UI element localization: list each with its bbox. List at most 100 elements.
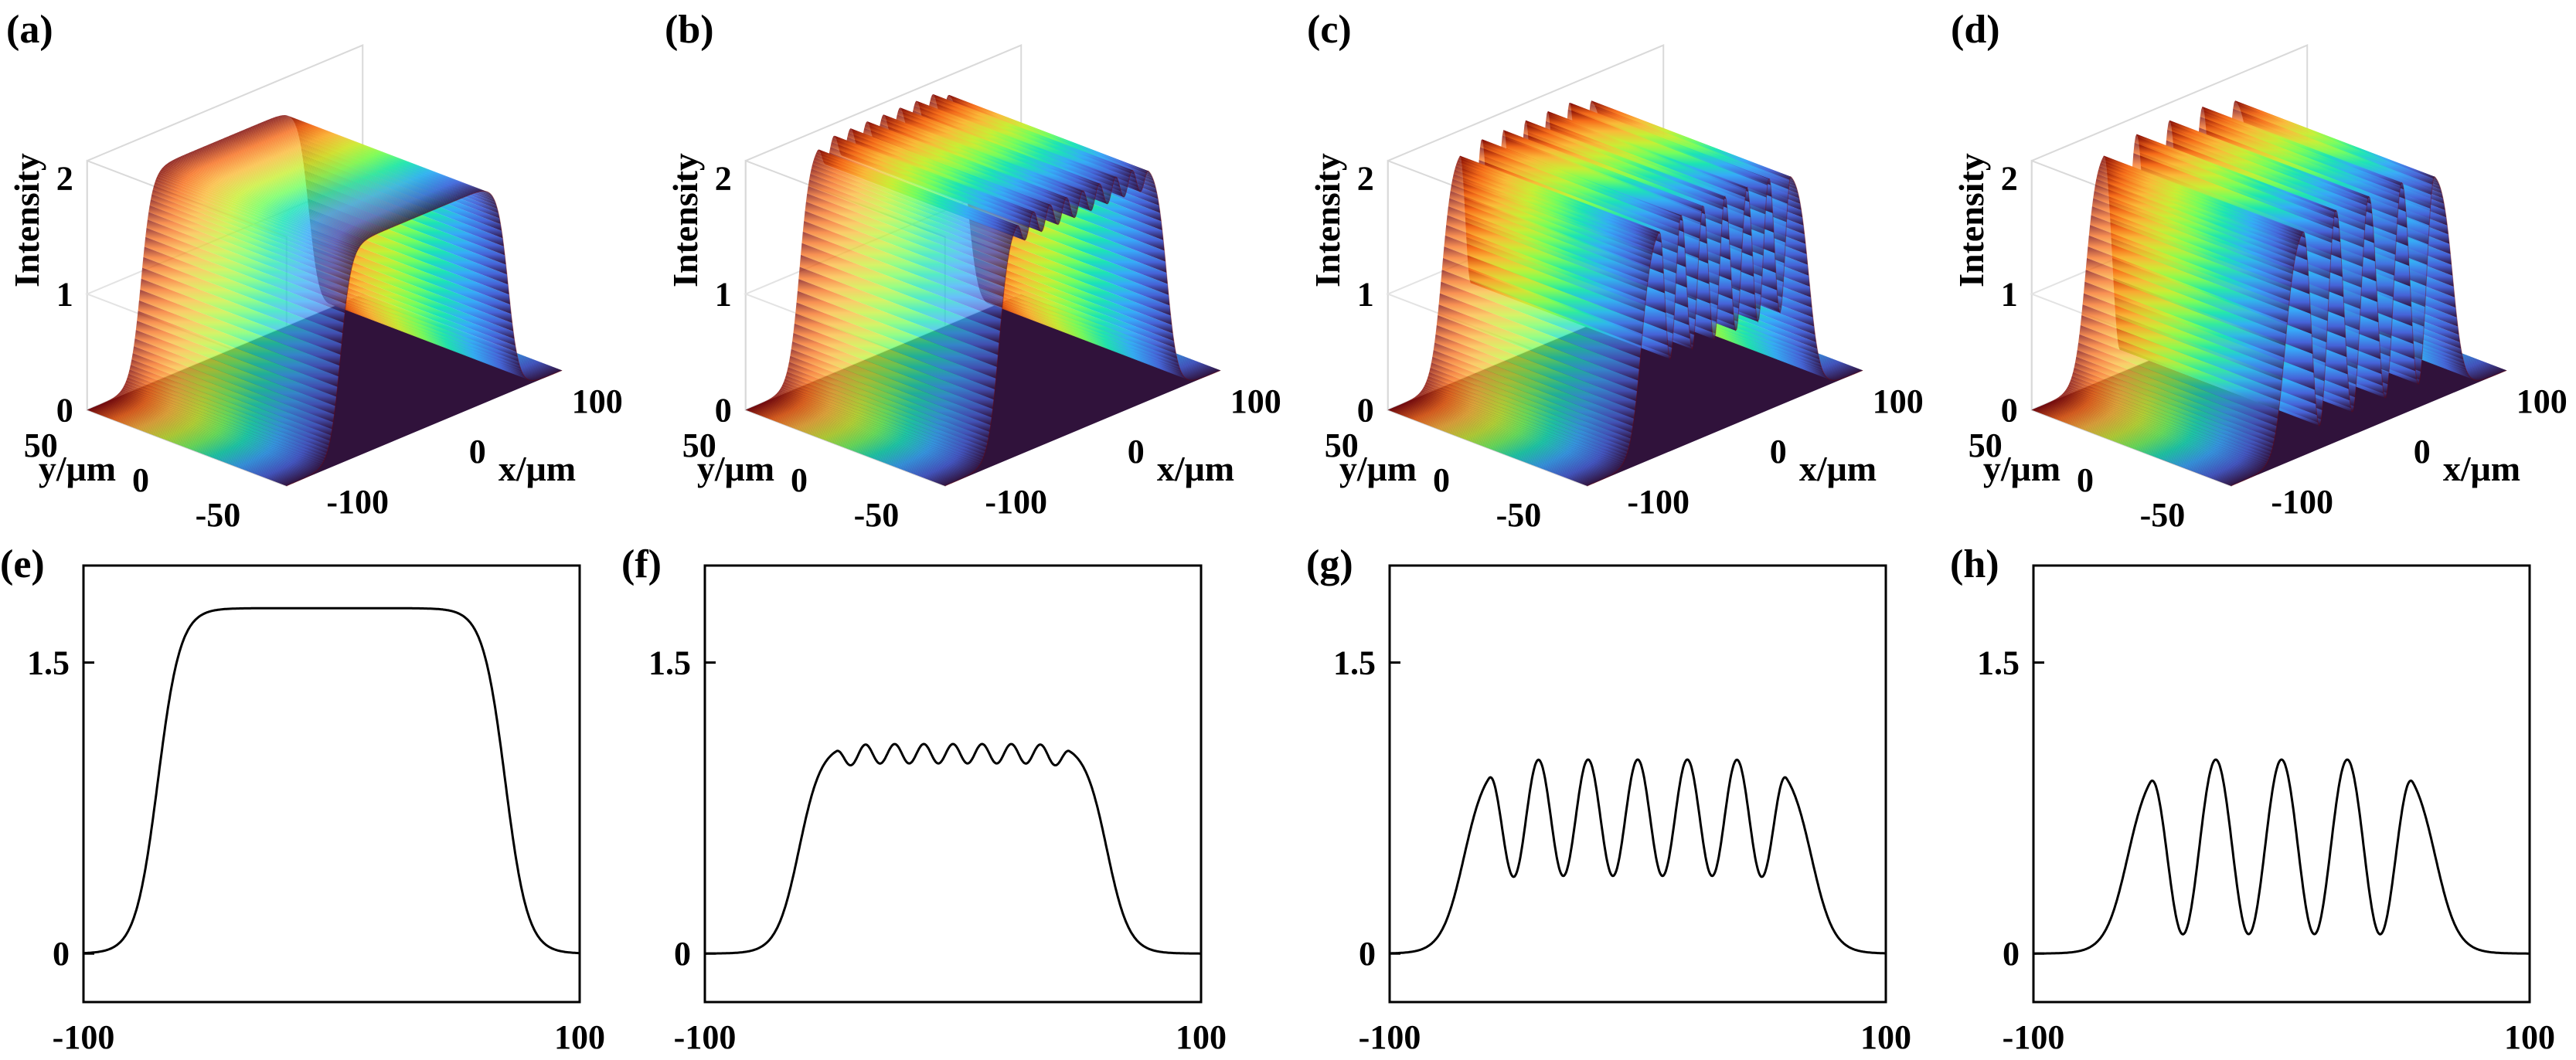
x-axis-label: x/μm [1799, 449, 1877, 488]
surface-strip [2061, 393, 2262, 471]
surface-strip [2039, 406, 2240, 483]
surface-strip [220, 139, 421, 216]
surface-strip [2100, 160, 2302, 240]
z-axis-label: Intensity [665, 153, 705, 287]
surface-strip [138, 289, 340, 377]
surface-strip [2088, 235, 2288, 323]
surface-edge [2231, 175, 2507, 487]
surface-strip [1441, 270, 1642, 358]
surface-strip [829, 147, 1030, 229]
z-tick-label: 1 [2001, 276, 2018, 314]
surface-strip [750, 407, 951, 484]
surface-strip [105, 401, 306, 478]
surface-strip [254, 125, 454, 202]
surface-strip [254, 124, 455, 202]
y-axis-label: y/μm [1339, 449, 1417, 488]
surface-strip [140, 278, 341, 366]
surface-strip [1401, 403, 1602, 481]
surface-strip [2066, 386, 2268, 465]
surface-strip [750, 407, 951, 484]
surface-strip [970, 229, 1171, 316]
surface-strip [250, 126, 451, 203]
y-tick-label: -50 [196, 496, 241, 534]
surface-strip [2091, 198, 2293, 283]
surface-strip [761, 403, 962, 480]
surface-strip [247, 127, 448, 205]
panel-label: (a) [6, 8, 53, 52]
surface-strip [2094, 184, 2295, 267]
surface-strip [162, 166, 363, 244]
surface-strip [776, 392, 977, 471]
surface-strip [152, 185, 354, 266]
intensity-curve [1390, 758, 1886, 955]
surface-strip [812, 160, 1013, 241]
surface-strip [87, 409, 288, 486]
surface-strip [2033, 408, 2234, 485]
surface-strip [212, 142, 413, 219]
surface-strip [795, 302, 996, 389]
surface-strip [106, 401, 307, 478]
surface-strip [241, 130, 443, 207]
surface-strip [125, 380, 326, 460]
plot-frame [82, 564, 581, 1004]
surface-strip [1481, 139, 1682, 216]
surface-strip [1524, 120, 1725, 200]
surface-strip [240, 131, 441, 208]
surface-strip [198, 148, 400, 226]
y-tick-label: 1.5 [27, 644, 70, 682]
surface-strip [1456, 160, 1658, 240]
surface-strip [809, 173, 1010, 256]
surface-strip [148, 205, 349, 288]
surface-strip [1502, 130, 1703, 212]
surface-strip [830, 141, 1031, 223]
surface-strip [1458, 158, 1659, 236]
surface-strip [2098, 165, 2299, 246]
surface-edge [286, 190, 563, 487]
surface-strip [779, 388, 980, 467]
surface-strip [1424, 382, 1626, 461]
surface-strip [277, 116, 478, 192]
surface-strip [311, 238, 512, 324]
surface-strip [1389, 409, 1590, 486]
surface-strip [284, 115, 485, 192]
surface-strip [319, 285, 520, 366]
panel-h: 0 1.5 -100 100 (h) [1950, 542, 2555, 1056]
surface-strip [2058, 396, 2259, 474]
surface-strip [1445, 225, 1646, 312]
surface-strip [882, 114, 1083, 192]
surface-strip [1416, 395, 1618, 472]
surface-strip [103, 403, 304, 480]
surface-strip [2199, 116, 2400, 204]
surface-strip [808, 179, 1009, 263]
surface-strip [756, 405, 957, 482]
surface-strip [281, 115, 482, 192]
surface-strip [2090, 215, 2291, 301]
surface-strip [88, 409, 289, 486]
surface-strip [317, 276, 518, 358]
surface-strip [2234, 100, 2435, 179]
x-tick-label: 0 [1770, 433, 1787, 471]
surface-strip [1590, 100, 1792, 180]
surface-strip [189, 151, 391, 229]
surface-strip [1436, 314, 1638, 402]
surface-strip [2048, 402, 2250, 479]
surface-strip [2095, 178, 2296, 261]
surface-strip [199, 148, 400, 225]
surface-strip [747, 408, 948, 485]
surface-strip [897, 110, 1098, 191]
surface-strip [880, 119, 1081, 200]
surface-strip [154, 182, 355, 262]
surface-strip [167, 162, 369, 240]
panel-label: (c) [1307, 8, 1352, 52]
surface-strip [283, 115, 484, 192]
surface-strip [787, 367, 988, 448]
surface-strip [120, 390, 321, 468]
surface-strip [216, 141, 417, 218]
surface-strip [274, 117, 475, 194]
surface-strip [916, 100, 1117, 178]
surface-strip [810, 168, 1011, 250]
surface-strip [2065, 388, 2266, 467]
surface-strip [132, 346, 334, 430]
surface-strip [899, 107, 1100, 185]
surface-strip [234, 133, 435, 210]
